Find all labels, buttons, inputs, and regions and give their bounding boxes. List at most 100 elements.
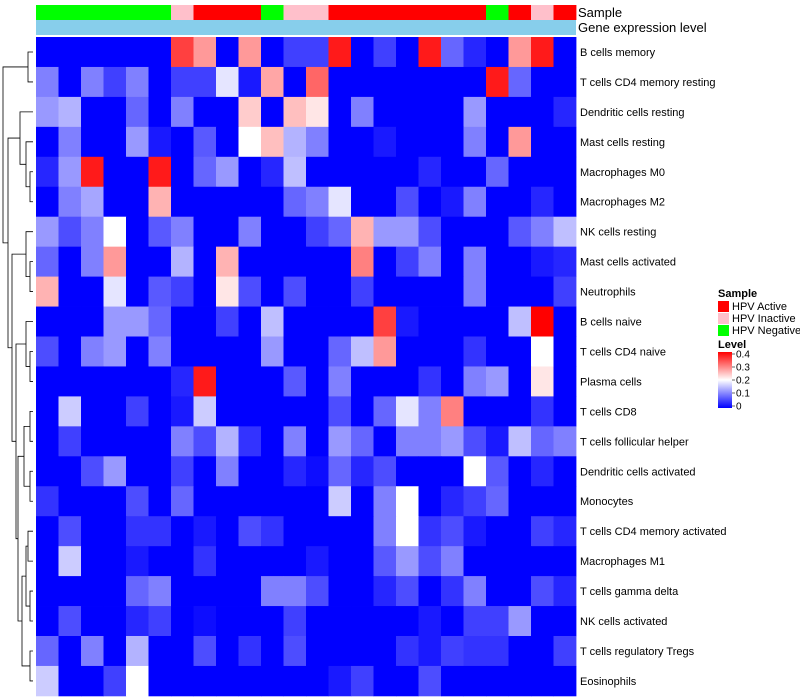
dendrogram-branch <box>2 66 28 244</box>
heatmap-cell <box>103 246 127 277</box>
level-colorbar <box>718 352 732 408</box>
heatmap-cell <box>351 546 374 577</box>
heatmap-cell <box>81 516 104 547</box>
heatmap-cell <box>216 516 239 547</box>
heatmap-cell <box>58 636 82 667</box>
heatmap-cell <box>216 426 239 457</box>
heatmap-cell <box>553 456 577 487</box>
heatmap-cell <box>103 426 127 457</box>
row-label: Mast cells resting <box>580 137 665 149</box>
heatmap-cell <box>351 576 374 607</box>
heatmap-cell <box>261 126 284 158</box>
heatmap-cell <box>418 126 442 158</box>
heatmap-cell <box>103 456 127 487</box>
heatmap-cell <box>238 37 262 68</box>
heatmap-cell <box>261 396 284 427</box>
heatmap-cell <box>261 216 284 248</box>
heatmap-cell <box>193 396 217 427</box>
heatmap-cell <box>306 486 329 517</box>
heatmap-cell <box>81 396 104 427</box>
heatmap-cell <box>103 336 127 367</box>
heatmap-cell <box>36 396 59 427</box>
heatmap-cell <box>531 396 554 427</box>
heatmap-cell <box>373 366 397 397</box>
annotation-label-sample: Sample <box>578 5 622 20</box>
heatmap-cell <box>396 276 419 307</box>
heatmap-cell <box>373 126 397 158</box>
heatmap-cell <box>58 486 82 517</box>
heatmap-cell <box>418 546 442 577</box>
heatmap-cell <box>283 126 307 158</box>
heatmap-cell <box>486 186 509 218</box>
heatmap-cell <box>261 636 284 667</box>
sample-annotation-cell <box>81 5 104 20</box>
heatmap-cell <box>58 276 82 307</box>
heatmap-cell <box>216 366 239 397</box>
heatmap-cell <box>531 606 554 637</box>
row-label: T cells CD8 <box>580 406 637 418</box>
heatmap-cell <box>126 216 149 248</box>
heatmap-cell <box>486 486 509 517</box>
heatmap-cell <box>81 37 104 68</box>
heatmap-cell <box>58 37 82 68</box>
heatmap-cell <box>328 456 352 487</box>
heatmap-cell <box>193 665 217 697</box>
heatmap-cell <box>508 665 532 697</box>
heatmap-cell <box>351 66 374 98</box>
heatmap-cell <box>531 426 554 457</box>
heatmap-cell <box>81 606 104 637</box>
heatmap-cell <box>261 96 284 128</box>
heatmap-cell <box>238 276 262 307</box>
heatmap-cell <box>396 516 419 547</box>
sample-annotation-cell <box>36 5 59 20</box>
heatmap-cell <box>328 426 352 457</box>
heatmap-cell <box>148 66 172 98</box>
heatmap-cell <box>283 276 307 307</box>
heatmap-cell <box>261 366 284 397</box>
heatmap-cell <box>216 156 239 188</box>
heatmap-cell <box>193 606 217 637</box>
expression-annotation-bar <box>36 20 576 35</box>
heatmap-cell <box>58 606 82 637</box>
sample-annotation-cell <box>553 5 577 20</box>
heatmap-cell <box>193 336 217 367</box>
heatmap-cell <box>441 456 464 487</box>
heatmap-cell <box>283 516 307 547</box>
heatmap-cell <box>171 366 194 397</box>
heatmap-cell <box>81 546 104 577</box>
heatmap-cell <box>238 336 262 367</box>
heatmap-cell <box>441 37 464 68</box>
heatmap-cell <box>531 246 554 277</box>
heatmap-cell <box>126 126 149 158</box>
heatmap-cell <box>81 336 104 367</box>
heatmap-cell <box>126 516 149 547</box>
heatmap-cell <box>36 426 59 457</box>
dendrogram-branch <box>25 141 33 188</box>
row-label: T cells gamma delta <box>580 586 679 598</box>
heatmap-cell <box>283 37 307 68</box>
heatmap-cell <box>373 636 397 667</box>
sample-annotation-cell <box>171 5 194 20</box>
row-label: Plasma cells <box>580 376 642 388</box>
heatmap-cell <box>351 276 374 307</box>
heatmap-cell <box>373 186 397 218</box>
heatmap-cell <box>126 66 149 98</box>
heatmap-cell <box>238 546 262 577</box>
heatmap-cell <box>58 216 82 248</box>
heatmap-cell <box>441 96 464 128</box>
heatmap-cell <box>261 156 284 188</box>
heatmap-cell <box>58 665 82 697</box>
heatmap-cell <box>553 426 577 457</box>
heatmap-cell <box>328 665 352 697</box>
sample-annotation-cell <box>508 5 532 20</box>
heatmap-cell <box>508 276 532 307</box>
heatmap-cell <box>441 306 464 337</box>
heatmap-cell <box>216 246 239 277</box>
heatmap-cell <box>81 96 104 128</box>
heatmap-cell <box>486 426 509 457</box>
sample-annotation-cell <box>126 5 149 20</box>
heatmap-cell <box>373 426 397 457</box>
heatmap-cell <box>441 66 464 98</box>
heatmap-cell <box>553 486 577 517</box>
heatmap-cell <box>396 306 419 337</box>
